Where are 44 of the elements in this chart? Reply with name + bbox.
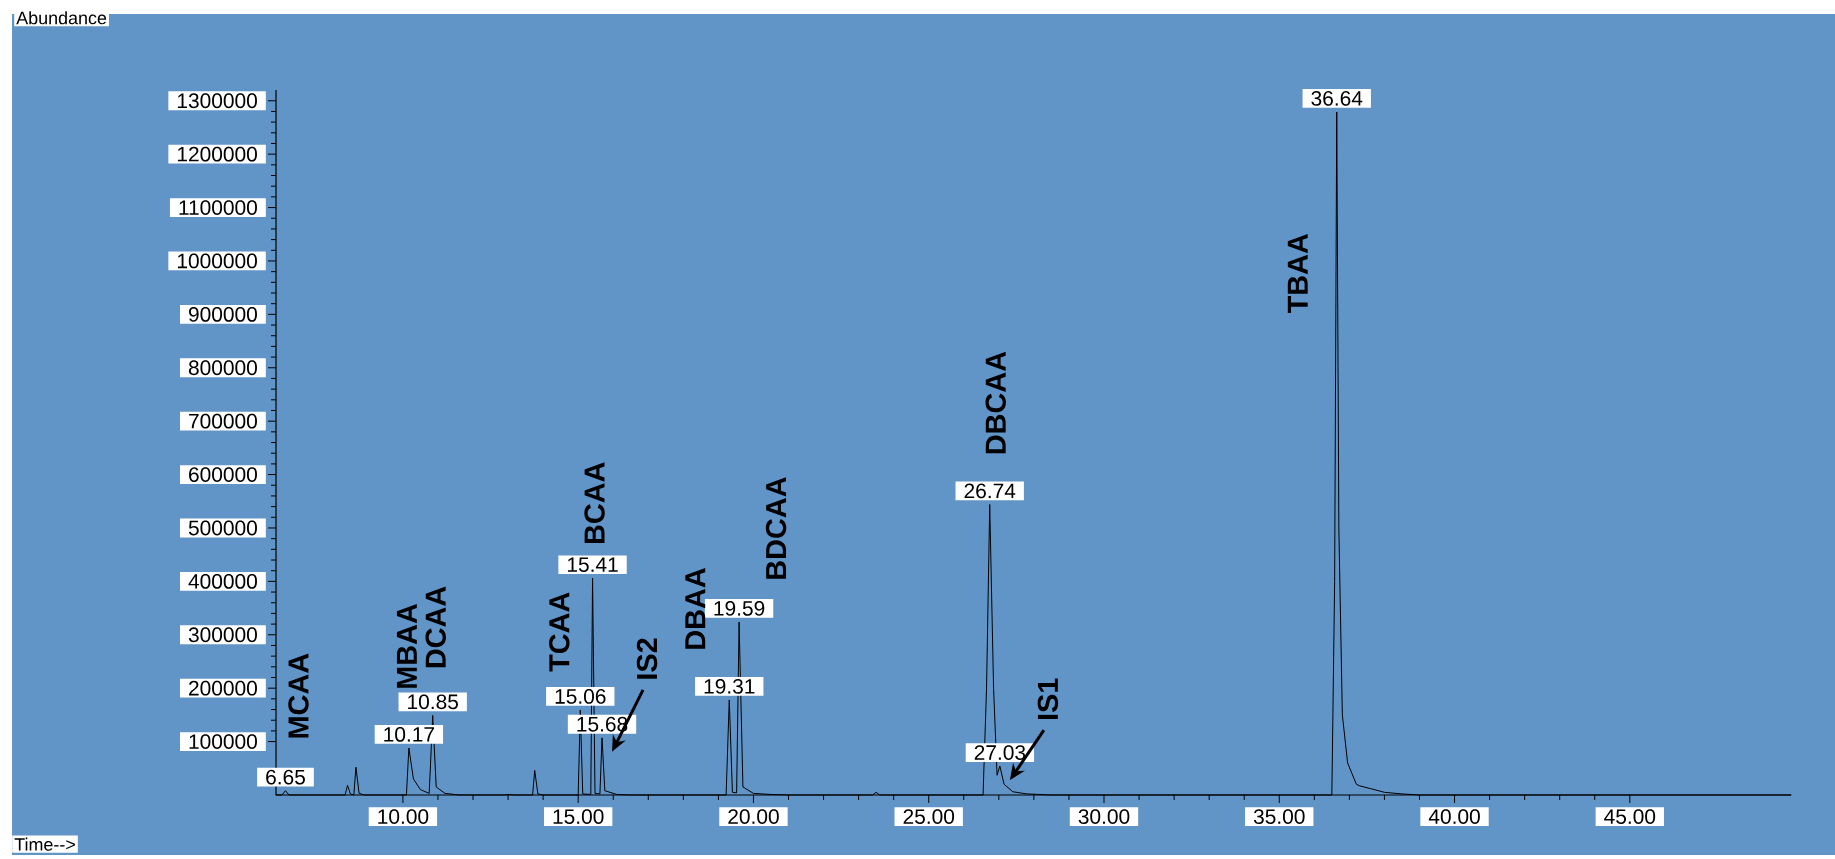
- annotation: 27.03: [974, 745, 1026, 760]
- annotation: 15.41: [567, 557, 618, 572]
- x-tick-label: 20.00: [728, 809, 779, 824]
- y-tick-label: 1000000: [177, 253, 257, 269]
- annotation: IS1: [1037, 678, 1059, 720]
- y-tick-label: 1200000: [177, 146, 257, 162]
- annotation: DBAA: [685, 568, 706, 649]
- annotation: DBCAA: [985, 351, 1006, 454]
- y-tick-label: 300000: [188, 627, 257, 643]
- annotation: 36.64: [1311, 90, 1363, 106]
- annotation: 26.74: [964, 483, 1016, 499]
- y-tick-label: 1300000: [177, 93, 257, 109]
- y-tick-label: 500000: [188, 520, 257, 536]
- x-tick-label: 40.00: [1428, 809, 1480, 824]
- annotation: 19.59: [714, 600, 765, 616]
- annotation: TBAA: [1287, 233, 1308, 314]
- y-tick-label: 700000: [189, 413, 257, 429]
- text: Time-->: [14, 837, 75, 851]
- x-tick-label: 35.00: [1253, 809, 1305, 824]
- annotation: BDCAA: [765, 477, 787, 579]
- x-tick-label: 30.00: [1078, 809, 1130, 824]
- y-tick-label: 400000: [188, 573, 257, 589]
- x-tick-label: 10.00: [378, 809, 429, 824]
- annotation: 10.85: [408, 694, 458, 710]
- y-tick-label: 900000: [188, 306, 257, 322]
- annotation: IS2: [636, 638, 658, 679]
- annotation: MCAA: [288, 653, 309, 738]
- x-tick-label: 25.00: [903, 809, 955, 824]
- y-tick-label: 800000: [188, 360, 257, 376]
- y-tick-label: 1100000: [179, 200, 257, 215]
- annotation: BCAA: [584, 462, 605, 544]
- annotation: TCAA: [549, 592, 570, 672]
- annotation: MBAA: [396, 603, 417, 688]
- y-tick-label: 600000: [189, 467, 257, 482]
- annotation: 19.31: [704, 678, 755, 694]
- x-tick-label: 15.00: [553, 809, 604, 824]
- x-tick-label: 45.00: [1604, 809, 1656, 824]
- annotation: DCAA: [425, 586, 446, 668]
- y-tick-label: 200000: [189, 680, 257, 696]
- y-tick-label: 100000: [189, 734, 257, 749]
- annotation: 10.17: [384, 726, 434, 742]
- text: Abundance: [16, 11, 107, 25]
- annotation: 15.06: [555, 689, 606, 704]
- annotation: 6.65: [266, 769, 305, 785]
